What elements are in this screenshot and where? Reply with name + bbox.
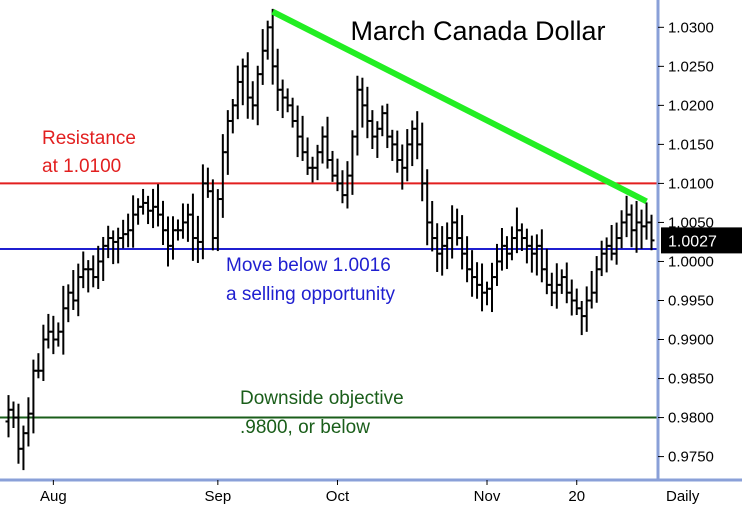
timeframe-label: Daily — [666, 488, 700, 505]
x-tick-label: Nov — [474, 488, 501, 505]
y-tick-label: 1.0200 — [668, 97, 714, 114]
x-tick-label: Sep — [204, 488, 231, 505]
annotation-selling-line-1: Move below 1.0016 — [226, 255, 391, 276]
y-tick-label: 1.0100 — [668, 175, 714, 192]
annotation-downside-objective: Downside objective .9800, or below — [240, 388, 404, 438]
horizontal-lines — [0, 182, 658, 419]
annotation-resistance: Resistance at 1.0100 — [42, 128, 136, 177]
y-axis-ticks: 1.0300 1.0250 1.0200 1.0150 1.0100 1.0050 1.00… — [658, 19, 714, 466]
y-tick-label: 1.0000 — [668, 253, 714, 270]
y-tick-label: 1.0050 — [668, 214, 714, 231]
axes — [0, 0, 742, 482]
y-tick-label: 0.9850 — [668, 371, 714, 388]
last-price-badge: 1.0027 — [661, 227, 742, 254]
y-tick-label: 1.0250 — [668, 58, 714, 75]
y-tick-label: 0.9950 — [668, 292, 714, 309]
annotation-objective-line-1: Downside objective — [240, 388, 404, 409]
x-tick-label: Aug — [40, 488, 67, 505]
price-bars — [5, 8, 655, 471]
annotation-selling-line-2: a selling opportunity — [226, 284, 395, 305]
y-tick-label: 1.0300 — [668, 19, 714, 36]
annotation-resistance-line-2: at 1.0100 — [42, 156, 121, 177]
x-tick-label: Oct — [326, 488, 350, 505]
x-tick-label: 20 — [568, 488, 585, 505]
annotation-resistance-line-1: Resistance — [42, 128, 136, 149]
last-price-box — [661, 227, 742, 254]
chart-title: March Canada Dollar — [350, 16, 605, 46]
price-bar — [648, 214, 655, 251]
annotation-selling-opportunity: Move below 1.0016 a selling opportunity — [226, 255, 395, 305]
y-tick-label: 0.9800 — [668, 410, 714, 427]
x-axis-labels: Aug Sep Oct Nov 20 — [40, 480, 585, 505]
trendline-layer — [271, 9, 648, 205]
y-tick-label: 0.9900 — [668, 332, 714, 349]
y-tick-label: 1.0150 — [668, 136, 714, 153]
last-price-label: 1.0027 — [668, 233, 717, 250]
annotation-objective-line-2: .9800, or below — [240, 417, 370, 438]
y-tick-label: 0.9750 — [668, 449, 714, 466]
trendline — [271, 9, 648, 205]
